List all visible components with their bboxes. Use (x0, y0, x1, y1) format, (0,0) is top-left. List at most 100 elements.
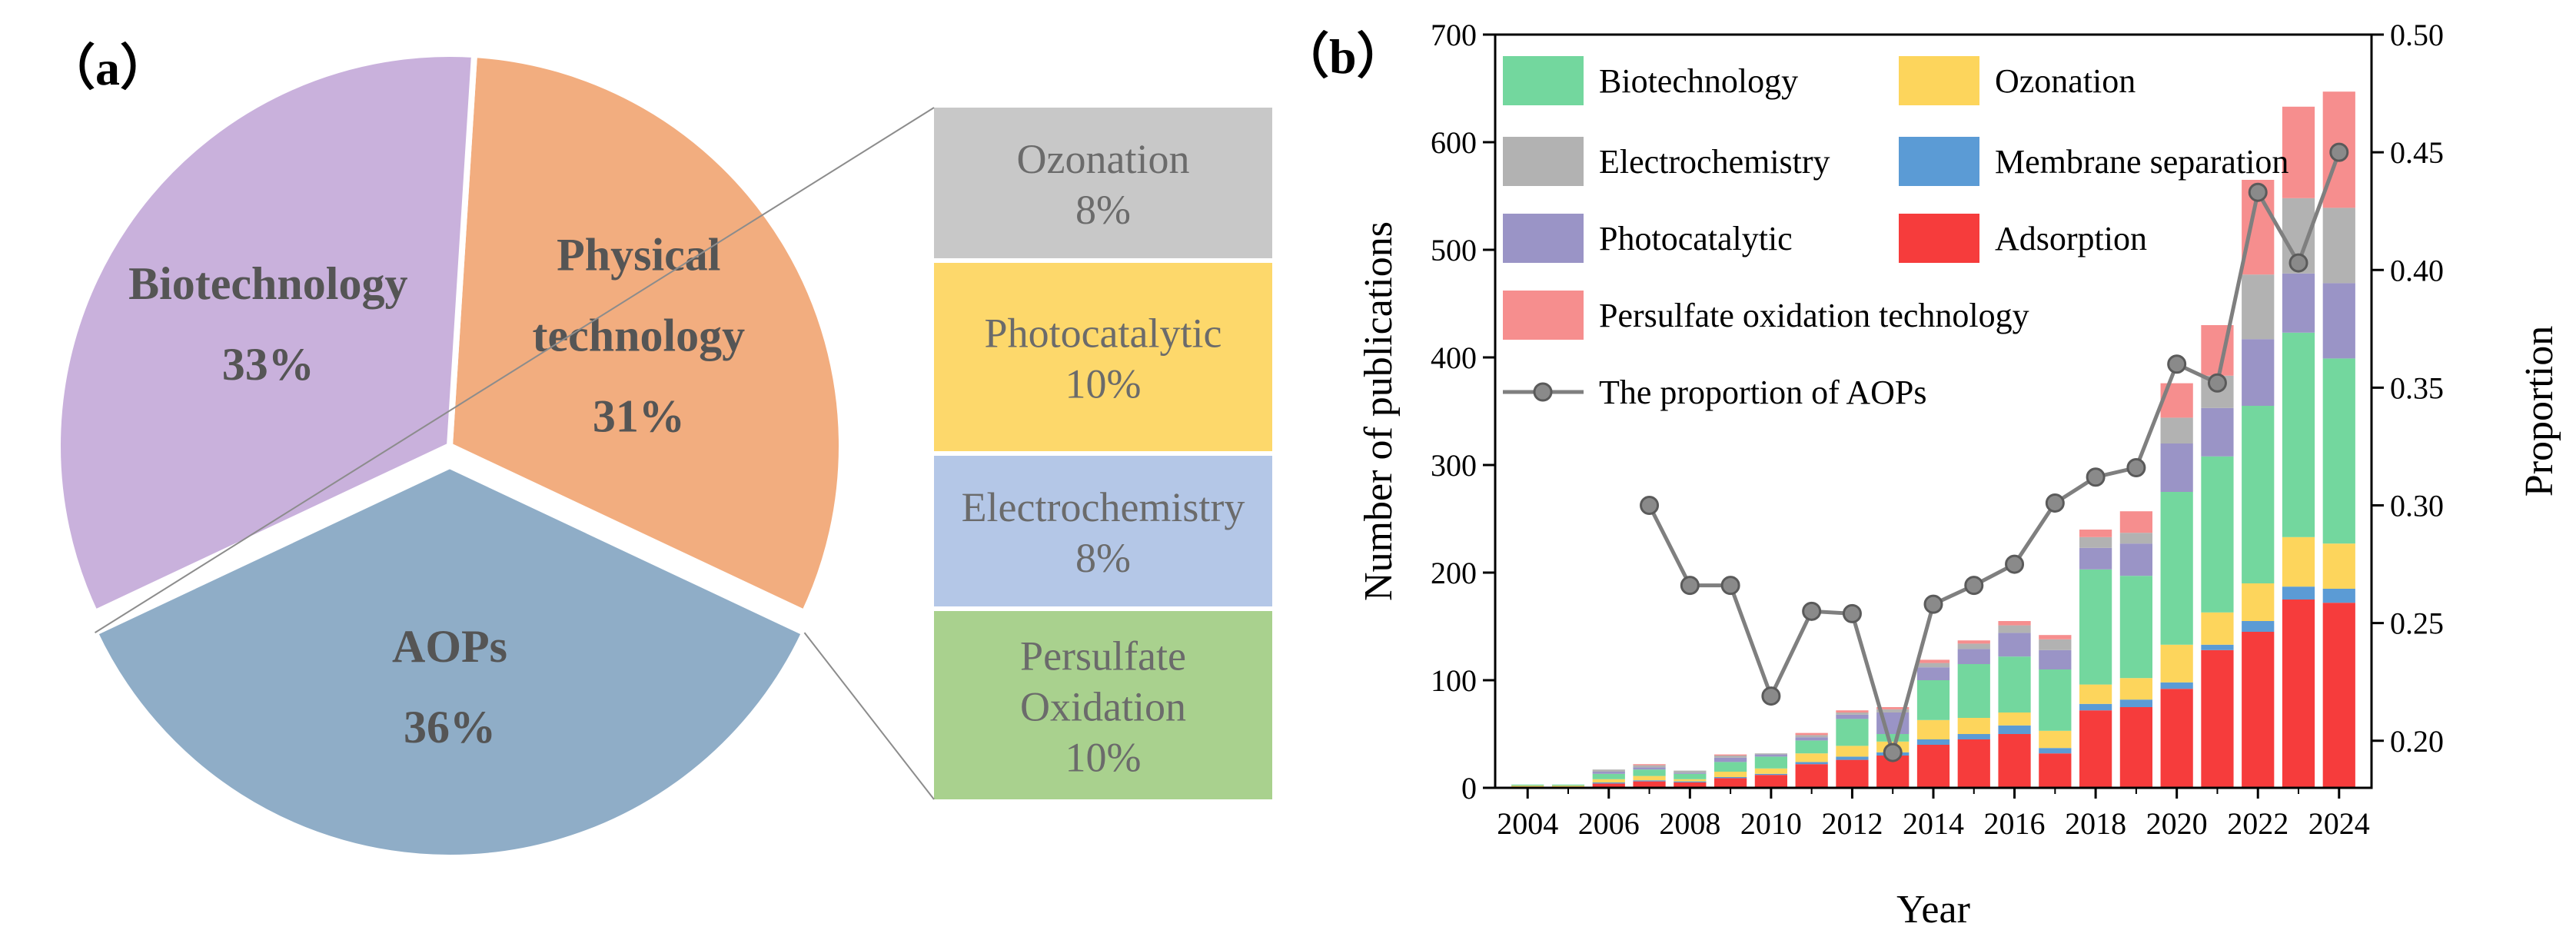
bar-2012-membrane-separation (1836, 756, 1869, 760)
pie-label-biotechnology: Biotechnology (128, 258, 407, 309)
bar-2018-electrochemistry (2079, 536, 2112, 548)
pie-slice-biotechnology (55, 51, 478, 617)
proportion-point-2023 (2288, 253, 2308, 273)
bar-2023-persulfate-oxidation-technology (2282, 106, 2315, 198)
proportion-point-2024 (2329, 142, 2349, 162)
bar-2005-biotechnology (1551, 784, 1585, 786)
proportion-point-2019 (2126, 458, 2146, 477)
y-tick-label: 500 (1431, 233, 1477, 267)
bar-2017-membrane-separation (2039, 748, 2072, 754)
legend-label-electrochemistry: Electrochemistry (1599, 143, 1830, 181)
y2-tick-label: 0.40 (2390, 253, 2444, 287)
breakdown-box-electrochemistry (934, 456, 1272, 606)
proportion-point-2010 (1761, 686, 1781, 706)
bar-2024-photocatalytic (2322, 283, 2355, 359)
legend: Biotechnology Ozonation Electrochemistry Me… (1503, 56, 2288, 411)
bar-2020-biotechnology (2160, 492, 2193, 645)
bar-2024-electrochemistry (2322, 208, 2355, 284)
proportion-point-2007 (1640, 496, 1660, 515)
legend-swatch-marker (1533, 382, 1553, 402)
bar-2007-persulfate-oxidation-technology (1633, 764, 1666, 766)
y-tick-label: 700 (1431, 18, 1477, 52)
bar-2022-photocatalytic (2242, 339, 2275, 406)
y-tick-label: 300 (1431, 448, 1477, 483)
bar-2006-adsorption (1592, 783, 1625, 788)
pie-slice-aops (91, 462, 809, 861)
legend-label-the-proportion-of-aops: The proportion of AOPs (1599, 374, 1927, 411)
bar-2009-biotechnology (1714, 762, 1747, 772)
pie-pct-physical-technology: 31% (593, 391, 685, 442)
bar-2004-biotechnology (1511, 784, 1544, 786)
y-tick-label: 100 (1431, 663, 1477, 698)
bar-2016-photocatalytic (1998, 633, 2031, 657)
proportion-point-2014 (1923, 594, 1943, 614)
bar-2011-adsorption (1795, 764, 1828, 788)
bar-2012-photocatalytic (1836, 714, 1869, 719)
bar-2012-persulfate-oxidation-technology (1836, 710, 1869, 712)
bar-2009-photocatalytic (1714, 757, 1747, 762)
bar-2010-ozonation (1754, 768, 1787, 774)
y-tick-label: 600 (1431, 125, 1477, 160)
bar-2019-membrane-separation (2119, 699, 2152, 707)
proportion-point-2018 (2086, 467, 2106, 487)
y2-tick-label: 0.45 (2390, 135, 2444, 170)
legend-swatch-ozonation (1899, 56, 1979, 105)
legend-label-biotechnology: Biotechnology (1599, 62, 1798, 100)
bar-2010-adsorption (1754, 775, 1787, 788)
bar-2007-biotechnology (1633, 769, 1666, 776)
bar-2015-electrochemistry (1957, 643, 1990, 649)
panel-b-label: （b） (1280, 29, 1406, 84)
bar-2024-biotechnology (2322, 358, 2355, 544)
bar-2009-adsorption (1714, 778, 1747, 788)
legend-swatch-biotechnology (1503, 56, 1584, 105)
bar-2021-biotechnology (2201, 456, 2234, 613)
x-tick-label: 2010 (1740, 806, 1802, 841)
bar-2017-electrochemistry (2039, 639, 2072, 650)
pie-slice-physical-technology (446, 51, 845, 617)
bar-2022-electrochemistry (2242, 274, 2275, 340)
bar-2010-electrochemistry (1754, 753, 1787, 755)
bar-2016-membrane-separation (1998, 725, 2031, 734)
bar-2008-adsorption (1674, 782, 1707, 788)
proportion-point-2016 (2005, 554, 2025, 574)
pie-pct-biotechnology: 33% (222, 339, 314, 390)
pie-label-physical-technology: technology (532, 311, 745, 361)
bar-2017-persulfate-oxidation-technology (2039, 635, 2072, 639)
y-tick-label: 200 (1431, 556, 1477, 590)
bar-2016-electrochemistry (1998, 625, 2031, 633)
bar-2020-electrochemistry (2160, 417, 2193, 443)
x-tick-label: 2006 (1578, 806, 1640, 841)
bar-2012-adsorption (1836, 759, 1869, 788)
legend-swatch-adsorption (1899, 214, 1979, 263)
proportion-point-2012 (1842, 603, 1862, 623)
bar-2013-biotechnology (1876, 734, 1910, 742)
breakdown-label-ozonation: Ozonation (1017, 136, 1190, 182)
bar-2019-biotechnology (2119, 576, 2152, 679)
breakdown-pct-photocatalytic: 10% (1065, 361, 1142, 407)
bar-2023-photocatalytic (2282, 273, 2315, 333)
bar-2016-ozonation (1998, 712, 2031, 726)
bar-2009-ozonation (1714, 772, 1747, 777)
bar-2013-electrochemistry (1876, 709, 1910, 712)
proportion-point-2008 (1680, 576, 1700, 596)
bar-2019-electrochemistry (2119, 533, 2152, 544)
bar-2018-adsorption (2079, 710, 2112, 788)
bar-2006-ozonation (1592, 779, 1625, 782)
bar-2007-electrochemistry (1633, 765, 1666, 768)
x-tick-label: 2008 (1659, 806, 1720, 841)
bar-2020-membrane-separation (2160, 682, 2193, 689)
bar-2014-ozonation (1916, 719, 1950, 739)
bar-2021-membrane-separation (2201, 644, 2234, 650)
bar-2019-ozonation (2119, 678, 2152, 700)
legend-label-adsorption: Adsorption (1995, 220, 2147, 257)
bar-2013-persulfate-oxidation-technology (1876, 707, 1910, 709)
bar-2015-adsorption (1957, 739, 1990, 788)
connector-line-top (95, 107, 935, 633)
x-axis-label: Year (1896, 888, 1970, 932)
bar-2008-ozonation (1674, 779, 1707, 782)
bar-2017-adsorption (2039, 753, 2072, 788)
breakdown-label-photocatalytic: Photocatalytic (985, 311, 1222, 357)
bar-2023-biotechnology (2282, 332, 2315, 537)
y2-tick-label: 0.25 (2390, 606, 2444, 641)
bar-2018-photocatalytic (2079, 547, 2112, 570)
